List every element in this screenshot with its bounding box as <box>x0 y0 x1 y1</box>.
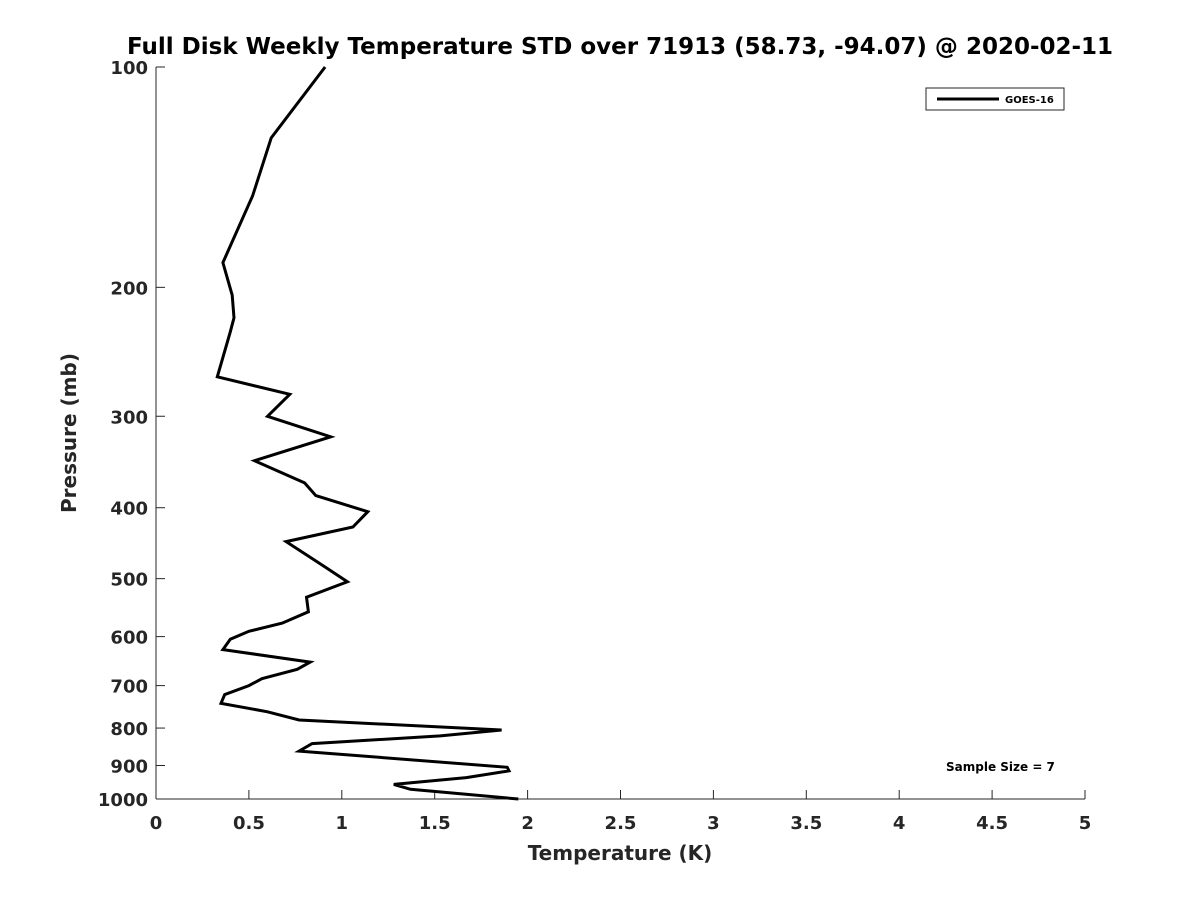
x-tick-label: 0 <box>150 813 163 834</box>
legend-label: GOES-16 <box>1005 95 1054 106</box>
x-tick-label: 5 <box>1079 813 1092 834</box>
x-tick-label: 3.5 <box>790 813 822 834</box>
plot-area: 0 0.5 1 1.5 2 2.5 3 3.5 4 4.5 5 100 200 300 400 500 600… <box>98 58 1091 834</box>
y-tick-label: 900 <box>110 757 148 778</box>
y-tick-label: 400 <box>110 499 148 520</box>
legend: GOES-16 <box>925 87 1065 111</box>
y-tick-label: 1000 <box>98 790 148 811</box>
series-line-GOES-16 <box>215 66 519 801</box>
plot-background <box>156 67 1085 799</box>
y-tick-label: 600 <box>110 628 148 649</box>
y-tick-label: 300 <box>110 407 148 428</box>
x-tick-label: 1.5 <box>419 813 451 834</box>
y-tick-label: 500 <box>110 570 148 591</box>
chart-title: Full Disk Weekly Temperature STD over 71… <box>127 34 1113 60</box>
y-tick-label: 800 <box>110 719 148 740</box>
x-tick-label: 2.5 <box>605 813 637 834</box>
x-tick-label: 2 <box>521 813 534 834</box>
x-tick-label: 4 <box>893 813 906 834</box>
series-group <box>215 66 519 801</box>
y-tick-label: 100 <box>110 58 148 79</box>
x-tick-label: 1 <box>336 813 349 834</box>
x-axis-ticks: 0 0.5 1 1.5 2 2.5 3 3.5 4 4.5 5 <box>150 790 1092 834</box>
x-tick-label: 4.5 <box>976 813 1008 834</box>
x-tick-label: 3 <box>707 813 720 834</box>
sample-size-annotation: Sample Size = 7 <box>946 760 1055 774</box>
y-axis-ticks: 100 200 300 400 500 600 700 800 900 1000 <box>98 58 165 811</box>
x-tick-label: 0.5 <box>233 813 265 834</box>
y-axis-label: Pressure (mb) <box>57 353 81 513</box>
y-tick-label: 200 <box>110 278 148 299</box>
y-tick-label: 700 <box>110 677 148 698</box>
x-axis-label: Temperature (K) <box>528 841 713 865</box>
